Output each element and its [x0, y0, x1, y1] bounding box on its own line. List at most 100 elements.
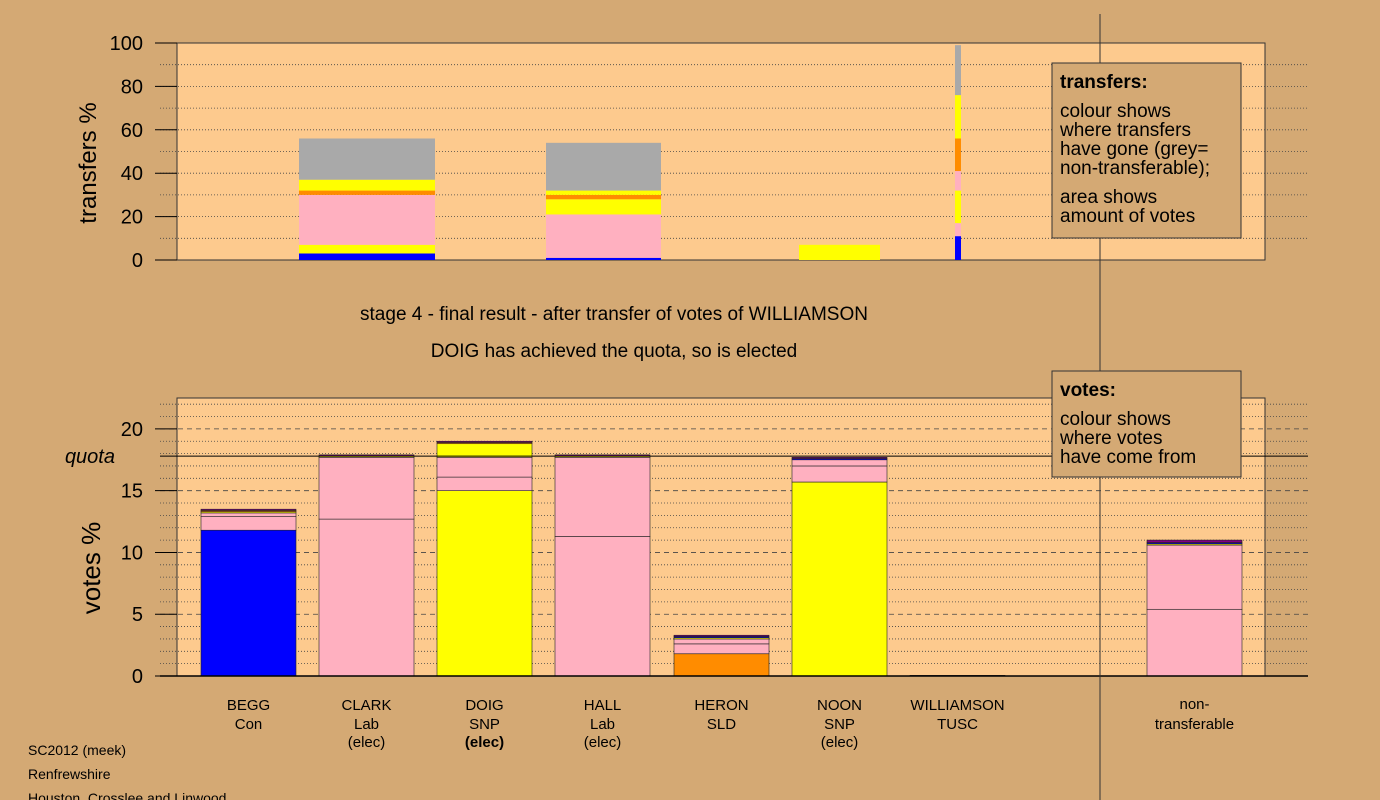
- votes-legend-line: have come from: [1060, 447, 1196, 468]
- votes-tick-label: 0: [132, 666, 143, 688]
- category-party: SLD: [707, 716, 736, 733]
- votes-bar-segment: [200, 508, 297, 511]
- transfers-legend-line: have gone (grey=: [1060, 139, 1208, 160]
- transfers-legend-line: colour shows: [1060, 101, 1171, 122]
- transfers-bar-segment: [546, 194, 661, 200]
- result-subtitle: DOIG has achieved the quota, so is elect…: [431, 341, 798, 362]
- transfers-bar-segment: [546, 214, 661, 258]
- votes-tick-label: 20: [121, 419, 143, 441]
- category-party: SNP: [824, 716, 855, 733]
- category-name: WILLIAMSON: [910, 697, 1004, 714]
- transfers-bars: [299, 45, 961, 260]
- votes-bar-segment: [673, 634, 770, 637]
- transfers-bar-segment: [546, 257, 661, 260]
- votes-bar-segment: [673, 643, 770, 655]
- votes-tick-label: 15: [121, 481, 143, 503]
- transfers-y-ticks: 0 20 40 60 80 100: [110, 33, 177, 272]
- votes-bar-segment: [1146, 544, 1243, 610]
- votes-legend: votes: colour shows where votes have com…: [1051, 370, 1242, 478]
- transfers-bar-segment: [955, 236, 961, 260]
- category-status: (elec): [348, 734, 386, 751]
- transfers-legend-line: where transfers: [1059, 120, 1191, 141]
- votes-legend-line: where votes: [1059, 428, 1162, 449]
- votes-bar-segment: [200, 512, 297, 517]
- footer-line: Houston, Crosslee and Linwood: [28, 790, 226, 800]
- votes-bar-segment: [436, 440, 533, 443]
- votes-bar-segment: [791, 481, 888, 677]
- transfers-gridlines: [160, 64, 1308, 239]
- transfers-tick-label: 0: [132, 250, 143, 272]
- votes-y-ticks: 0 5 10 15 20: [121, 419, 177, 688]
- footer-line: SC2012 (meek): [28, 742, 126, 758]
- category-party: Lab: [590, 716, 615, 733]
- transfers-bar-segment: [546, 199, 661, 215]
- votes-bar-segment: [436, 457, 533, 478]
- category-name: HERON: [694, 697, 748, 714]
- transfers-bar-segment: [955, 45, 961, 96]
- quota-label: quota: [65, 446, 115, 468]
- transfers-tick-label: 80: [121, 76, 143, 98]
- category-name: DOIG: [465, 697, 503, 714]
- votes-legend-line: colour shows: [1060, 409, 1171, 430]
- category-party: Lab: [354, 716, 379, 733]
- transfers-bar-segment: [546, 142, 661, 191]
- votes-bars: [200, 440, 1243, 677]
- transfers-legend-box: [1051, 62, 1242, 239]
- transfers-bar-segment: [299, 253, 435, 260]
- votes-category-labels: BEGGConCLARKLab(elec)DOIGSNP(elec)HALLLa…: [227, 696, 1234, 751]
- transfers-bar-segment: [299, 190, 435, 195]
- category-name: BEGG: [227, 697, 270, 714]
- votes-legend-box: [1051, 370, 1242, 478]
- votes-bar-segment: [791, 457, 888, 459]
- transfers-tick-label: 40: [121, 163, 143, 185]
- transfers-legend-line: non-transferable);: [1060, 158, 1210, 179]
- transfers-legend-line: area shows: [1060, 187, 1157, 208]
- votes-legend-title: votes:: [1060, 380, 1116, 401]
- votes-bar-segment: [1146, 608, 1243, 677]
- transfers-tick-label: 20: [121, 207, 143, 229]
- category-status: (elec): [584, 734, 622, 751]
- transfers-tick-label: 100: [110, 33, 143, 55]
- category-name: CLARK: [341, 697, 391, 714]
- category-party: Con: [235, 716, 263, 733]
- category-name: NOON: [817, 697, 862, 714]
- votes-bar-segment: [673, 638, 770, 645]
- transfers-bar-segment: [799, 244, 880, 260]
- votes-bar-segment: [673, 653, 770, 677]
- votes-bar-segment: [318, 457, 415, 520]
- transfers-bar-segment: [955, 223, 961, 237]
- votes-y-axis-label: votes %: [76, 522, 106, 615]
- transfers-bar-segment: [955, 138, 961, 172]
- votes-bar-segment: [436, 490, 533, 677]
- transfers-legend: transfers: colour shows where transfers …: [1051, 62, 1242, 239]
- transfers-legend-line: amount of votes: [1060, 206, 1195, 227]
- transfers-y-axis-label: transfers %: [75, 102, 102, 223]
- category-status: (elec): [465, 734, 504, 751]
- votes-tick-label: 5: [132, 604, 143, 626]
- category-party: transferable: [1155, 716, 1234, 733]
- transfers-tick-label: 60: [121, 120, 143, 142]
- votes-bar-segment: [318, 518, 415, 677]
- transfers-bar-segment: [546, 190, 661, 195]
- votes-bar-segment: [436, 476, 533, 491]
- votes-bar-segment: [791, 459, 888, 467]
- category-status: (elec): [821, 734, 859, 751]
- votes-tick-label: 10: [121, 542, 143, 564]
- transfers-legend-title: transfers:: [1060, 72, 1148, 93]
- stage-title: stage 4 - final result - after transfer …: [360, 304, 868, 325]
- votes-bar-segment: [1146, 539, 1243, 543]
- transfers-bar-segment: [955, 171, 961, 191]
- votes-bar-segment: [791, 465, 888, 483]
- transfers-bar-segment: [299, 194, 435, 245]
- votes-bar-segment: [200, 516, 297, 531]
- transfers-bar-segment: [299, 179, 435, 191]
- transfers-bar-segment: [299, 244, 435, 254]
- category-name: non-: [1179, 696, 1209, 713]
- votes-bar-segment: [436, 443, 533, 458]
- transfers-bar-segment: [955, 190, 961, 224]
- category-name: HALL: [584, 697, 622, 714]
- transfers-bar-segment: [299, 138, 435, 180]
- votes-bar-segment: [554, 457, 651, 537]
- votes-bar-segment: [200, 529, 297, 677]
